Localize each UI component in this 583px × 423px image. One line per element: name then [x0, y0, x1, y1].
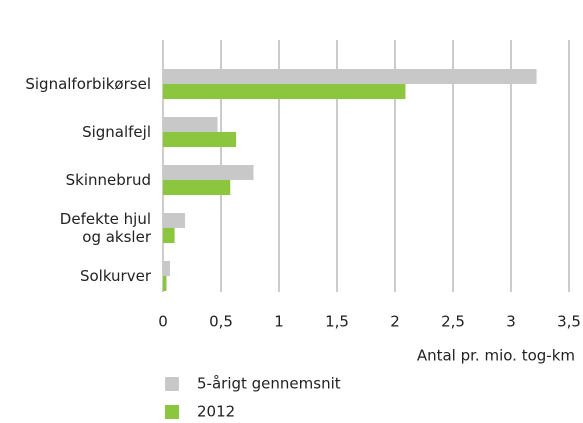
legend-swatch: [165, 405, 179, 419]
x-tick-label: 1,5: [325, 313, 349, 331]
bar: [163, 165, 254, 180]
y-tick-label: Solkurver: [79, 267, 151, 285]
bar: [163, 276, 167, 291]
bar: [163, 117, 218, 132]
x-tick-label: 0: [158, 313, 168, 331]
x-tick-label: 1: [274, 313, 284, 331]
x-axis-label: Antal pr. mio. tog-km: [417, 347, 575, 365]
bar: [163, 69, 537, 84]
x-tick-label: 2,5: [441, 313, 465, 331]
x-tick-label: 3: [506, 313, 516, 331]
y-tick-label: Defekte hjul og aksler: [59, 210, 151, 246]
y-tick-label: Signalforbikørsel: [25, 75, 151, 93]
y-tick-label: Skinnebrud: [65, 171, 151, 189]
legend-label: 5-årigt gennemsnit: [197, 375, 341, 393]
legend-swatch: [165, 377, 179, 391]
bar: [163, 132, 237, 147]
x-tick-label: 3,5: [557, 313, 581, 331]
bar: [163, 261, 170, 276]
y-tick-label: Signalfejl: [82, 123, 151, 141]
legend-label: 2012: [197, 403, 235, 421]
x-tick-label: 0,5: [209, 313, 233, 331]
bar: [163, 228, 175, 243]
bar: [163, 180, 231, 195]
bar: [163, 84, 406, 99]
bar: [163, 213, 186, 228]
x-tick-label: 2: [390, 313, 400, 331]
